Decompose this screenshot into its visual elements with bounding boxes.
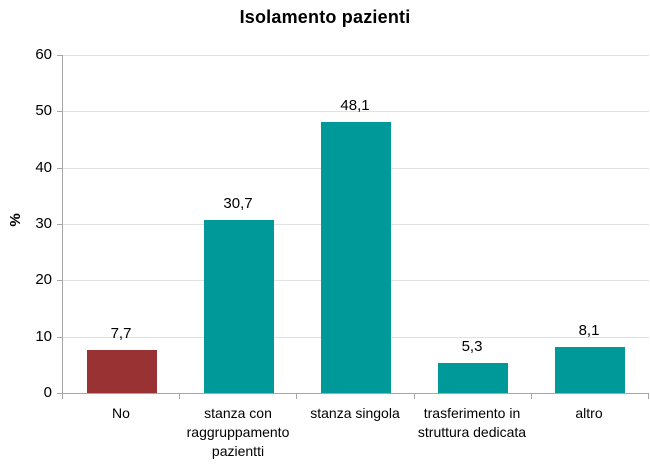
bar-value-label: 5,3: [461, 338, 483, 355]
chart-title: Isolamento pazienti: [239, 7, 411, 27]
y-axis-tick-label: 10: [35, 328, 52, 345]
bar: [321, 122, 391, 393]
y-axis-tick-label: 0: [43, 384, 52, 401]
bar-value-label: 30,7: [223, 195, 253, 212]
x-axis-label: trasferimento in struttura dedicata: [417, 405, 527, 440]
bar-value-label: 7,7: [110, 325, 132, 342]
y-axis-tick-mark: [57, 168, 62, 169]
bar: [204, 220, 274, 393]
x-axis-tick-mark: [414, 394, 415, 399]
x-axis-tick-mark: [62, 394, 63, 399]
y-axis-tick-mark: [57, 280, 62, 281]
y-axis-tick-label: 50: [35, 102, 52, 119]
x-axis-label: No: [112, 405, 130, 421]
x-axis-tick-mark: [531, 394, 532, 399]
plot-area: [62, 55, 649, 394]
bar-value-label: 48,1: [340, 97, 370, 114]
gridline: [63, 55, 649, 56]
bar: [87, 350, 157, 393]
bar: [438, 363, 508, 393]
x-axis-tick-mark: [296, 394, 297, 399]
y-axis-tick-mark: [57, 224, 62, 225]
y-axis-tick-label: 30: [35, 215, 52, 232]
y-axis-tick-label: 60: [35, 46, 52, 63]
x-axis-label: altro: [575, 405, 603, 421]
y-axis-tick-mark: [57, 111, 62, 112]
x-axis-tick-mark: [179, 394, 180, 399]
bar-value-label: 8,1: [578, 322, 600, 339]
gridline: [63, 111, 649, 112]
y-axis-tick-label: 20: [35, 271, 52, 288]
y-axis-tick-mark: [57, 337, 62, 338]
x-axis-label: stanza singola: [310, 405, 400, 421]
y-axis-tick-mark: [57, 55, 62, 56]
y-axis-tick-mark: [57, 393, 62, 394]
x-axis-tick-mark: [648, 394, 649, 399]
y-axis-tick-label: 40: [35, 159, 52, 176]
bar: [555, 347, 625, 393]
x-axis-label: stanza con raggruppamento pazientti: [186, 405, 290, 459]
